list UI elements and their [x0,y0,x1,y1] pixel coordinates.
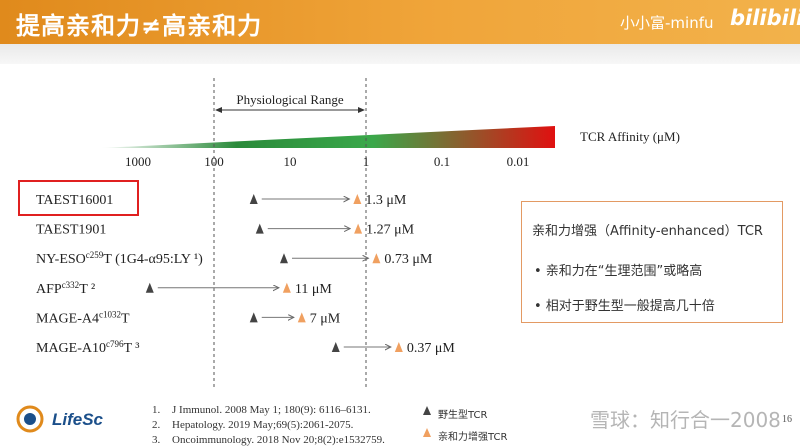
tcr-row: TAEST16001 1.3 μM [36,193,407,208]
enhanced-value-label: 0.73 μM [384,252,433,267]
tcr-row: TAEST1901 1.27 μM [36,223,415,238]
wild-type-marker [249,194,258,204]
tick-label: 0.1 [434,154,450,169]
slide-title: 提高亲和力≠高亲和力 [16,12,263,40]
physio-right-arrow [358,107,365,113]
tick-label: 10 [284,154,297,169]
physio-left-arrow [215,107,222,113]
tick-label: 0.01 [507,154,530,169]
watermark: 雪球：知行合一2008 [590,408,781,432]
enhanced-marker [297,312,306,323]
affinity-gradient-bar [100,126,555,148]
legend-enhanced: 亲和力增强TCR [438,432,508,443]
tcr-name: MAGE-A4c1032T [36,309,130,326]
tcr-row: AFPc332T ² 11 μM [36,280,332,297]
highlight-box [18,180,139,216]
tcr-row: MAGE-A4c1032T 7 μM [36,309,341,326]
tick-label: 1000 [125,154,151,169]
wild-type-marker [145,282,154,293]
tcr-name: NY-ESOc259T (1G4-α95:LY ¹) [36,250,203,267]
axis-label: TCR Affinity (μM) [580,129,680,144]
wild-type-marker [249,312,258,323]
enhanced-value-label: 11 μM [295,282,332,297]
wild-type-marker [279,253,288,264]
enhanced-marker [282,282,291,293]
page-number: 16 [782,414,792,425]
wild-type-marker [331,342,340,352]
tcr-name: AFPc332T ² [36,280,95,297]
tick-label: 1 [363,154,370,169]
lifesc-emblem-icon [16,405,44,433]
summary-title: 亲和力增强（Affinity-enhanced）TCR [532,224,763,239]
bilibili-logo: bilibili [730,6,800,30]
enhanced-marker [372,253,381,264]
enhanced-value-label: 0.37 μM [407,341,456,356]
enhanced-marker [354,223,363,234]
enhanced-marker [394,342,403,352]
summary-box: 亲和力增强（Affinity-enhanced）TCR • 亲和力在“生理范围”… [521,201,783,323]
slide-header: 提高亲和力≠高亲和力 小小富-minfu bilibili [0,0,800,44]
author-name: 小小富-minfu [620,14,714,32]
enhanced-value-label: 1.27 μM [366,223,415,238]
tick-label: 100 [204,154,224,169]
summary-bullet-2: • 相对于野生型一般提高几十倍 [534,299,715,314]
tcr-name: MAGE-A10c796T ³ [36,339,140,356]
tcr-name: TAEST16001 [36,193,113,208]
wild-type-marker [255,223,264,234]
reference-3: 3. Oncoimmunology. 2018 Nov 20;8(2):e1532… [152,434,385,446]
reference-2: 2. Hepatology. 2019 May;69(5):2061-2075. [152,419,354,431]
tcr-name: TAEST1901 [36,223,106,238]
lifesc-logo-text: LifeSc [52,410,104,429]
summary-bullet-1: • 亲和力在“生理范围”或略高 [534,264,703,279]
physio-range-label: Physiological Range [236,92,343,107]
enhanced-marker [353,194,362,204]
reference-1: 1. J Immunol. 2008 May 1; 180(9): 6116–61… [152,404,371,416]
header-shadow-bar [0,44,800,64]
legend-wild-type: 野生型TCR [438,410,488,421]
enhanced-value-label: 1.3 μM [365,193,407,208]
tcr-row: NY-ESOc259T (1G4-α95:LY ¹) 0.73 μM [36,250,433,267]
lifesc-logo: LifeSc [12,404,122,434]
tcr-row: MAGE-A10c796T ³ 0.37 μM [36,339,455,356]
enhanced-value-label: 7 μM [310,311,341,326]
